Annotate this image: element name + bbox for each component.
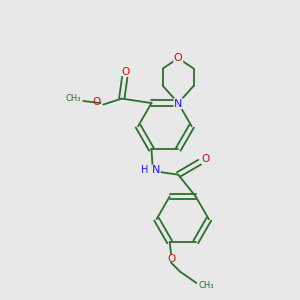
Text: O: O — [93, 97, 101, 107]
Text: N: N — [152, 165, 160, 175]
Text: H: H — [141, 165, 148, 175]
Text: N: N — [174, 99, 182, 109]
Text: O: O — [121, 67, 130, 77]
Text: O: O — [202, 154, 210, 164]
Text: CH₃: CH₃ — [66, 94, 81, 103]
Text: O: O — [174, 52, 183, 63]
Text: CH₃: CH₃ — [198, 281, 214, 290]
Text: O: O — [168, 254, 176, 264]
